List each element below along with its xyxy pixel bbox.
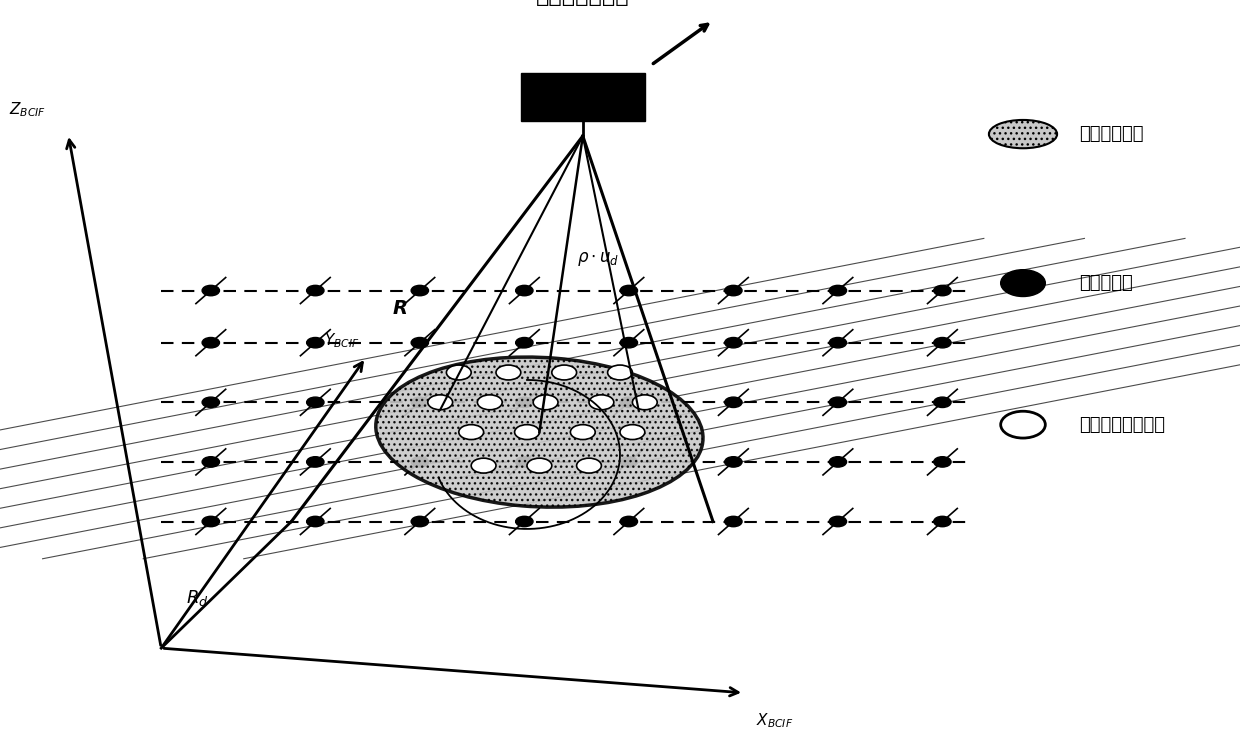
Circle shape <box>620 457 637 467</box>
Circle shape <box>724 337 742 348</box>
Circle shape <box>724 516 742 527</box>
Circle shape <box>412 397 429 408</box>
Circle shape <box>934 397 951 408</box>
Circle shape <box>306 457 324 467</box>
Text: $\rho \cdot u_d$: $\rho \cdot u_d$ <box>577 250 619 267</box>
Circle shape <box>620 337 637 348</box>
Circle shape <box>459 425 484 440</box>
Circle shape <box>632 395 657 410</box>
Circle shape <box>533 395 558 410</box>
Circle shape <box>202 516 219 527</box>
Text: $Z_{BCIF}$: $Z_{BCIF}$ <box>9 101 46 119</box>
Circle shape <box>608 365 632 380</box>
Text: 激光脚点光斌: 激光脚点光斌 <box>1079 125 1143 143</box>
Circle shape <box>428 395 453 410</box>
Circle shape <box>202 457 219 467</box>
Circle shape <box>412 516 429 527</box>
Circle shape <box>830 285 847 296</box>
Circle shape <box>620 425 645 440</box>
Circle shape <box>830 457 847 467</box>
Circle shape <box>412 337 429 348</box>
Text: 星载激光测距仪: 星载激光测距仪 <box>536 0 630 6</box>
Text: $R_d$: $R_d$ <box>186 589 208 609</box>
Circle shape <box>446 365 471 380</box>
Circle shape <box>1001 270 1045 297</box>
Text: 被触发能量探测器: 被触发能量探测器 <box>1079 416 1164 434</box>
Circle shape <box>202 397 219 408</box>
Circle shape <box>934 516 951 527</box>
Text: R: R <box>392 299 408 318</box>
Ellipse shape <box>990 120 1058 148</box>
Circle shape <box>306 337 324 348</box>
Circle shape <box>412 285 429 296</box>
Circle shape <box>724 457 742 467</box>
Circle shape <box>620 397 637 408</box>
Circle shape <box>552 365 577 380</box>
Circle shape <box>577 458 601 473</box>
Circle shape <box>306 516 324 527</box>
Ellipse shape <box>376 357 703 507</box>
Circle shape <box>516 285 533 296</box>
Circle shape <box>1001 411 1045 438</box>
Circle shape <box>516 337 533 348</box>
Text: 能量探测器: 能量探测器 <box>1079 274 1132 292</box>
Text: $Y_{BCIF}$: $Y_{BCIF}$ <box>324 332 360 350</box>
Circle shape <box>589 395 614 410</box>
Circle shape <box>830 397 847 408</box>
Circle shape <box>620 516 637 527</box>
Circle shape <box>516 516 533 527</box>
Circle shape <box>934 457 951 467</box>
Text: $X_{BCIF}$: $X_{BCIF}$ <box>756 711 794 730</box>
Circle shape <box>306 397 324 408</box>
Bar <box>521 72 645 121</box>
Circle shape <box>306 285 324 296</box>
Circle shape <box>516 397 533 408</box>
Circle shape <box>202 285 219 296</box>
Circle shape <box>412 457 429 467</box>
Circle shape <box>934 337 951 348</box>
Circle shape <box>527 458 552 473</box>
Circle shape <box>830 516 847 527</box>
Circle shape <box>570 425 595 440</box>
Circle shape <box>202 337 219 348</box>
Circle shape <box>724 285 742 296</box>
Circle shape <box>477 395 502 410</box>
Circle shape <box>830 337 847 348</box>
Circle shape <box>620 285 637 296</box>
Circle shape <box>934 285 951 296</box>
Circle shape <box>471 458 496 473</box>
Circle shape <box>496 365 521 380</box>
Circle shape <box>516 457 533 467</box>
Circle shape <box>724 397 742 408</box>
Circle shape <box>515 425 539 440</box>
